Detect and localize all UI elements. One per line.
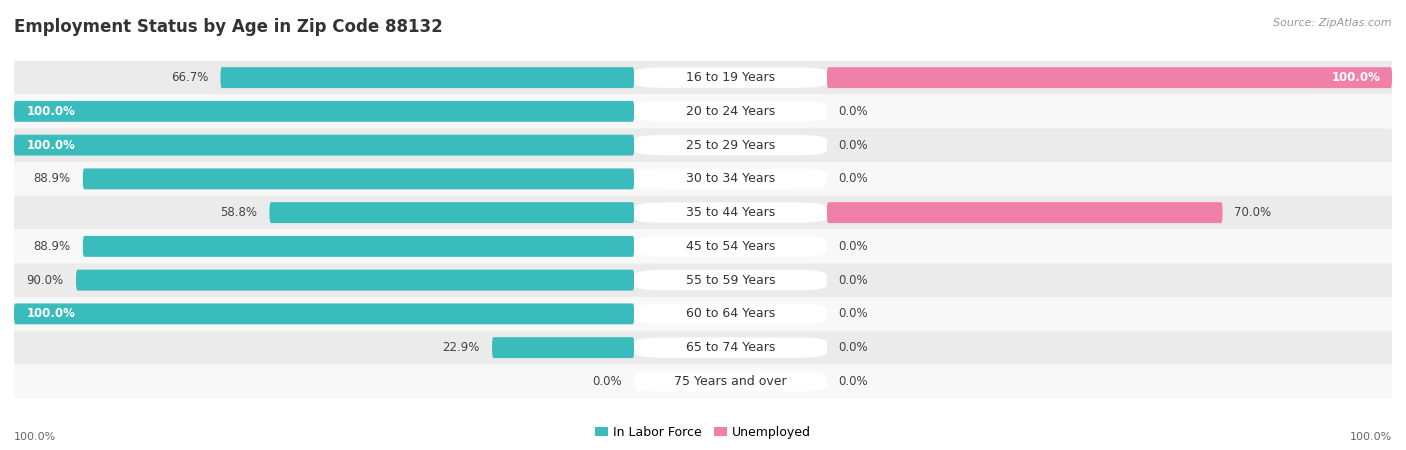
FancyBboxPatch shape (14, 61, 634, 94)
Text: 0.0%: 0.0% (838, 139, 868, 152)
FancyBboxPatch shape (634, 202, 827, 223)
Text: 100.0%: 100.0% (14, 432, 56, 442)
FancyBboxPatch shape (634, 331, 827, 364)
Text: 0.0%: 0.0% (838, 240, 868, 253)
Text: 45 to 54 Years: 45 to 54 Years (686, 240, 775, 253)
FancyBboxPatch shape (634, 135, 827, 155)
Text: 22.9%: 22.9% (443, 341, 479, 354)
FancyBboxPatch shape (14, 135, 634, 156)
Text: 55 to 59 Years: 55 to 59 Years (686, 274, 775, 287)
FancyBboxPatch shape (827, 364, 1392, 398)
FancyBboxPatch shape (14, 162, 634, 196)
Text: 30 to 34 Years: 30 to 34 Years (686, 172, 775, 185)
FancyBboxPatch shape (634, 297, 827, 331)
Text: 0.0%: 0.0% (838, 172, 868, 185)
Text: 20 to 24 Years: 20 to 24 Years (686, 105, 775, 118)
FancyBboxPatch shape (634, 263, 827, 297)
Text: 88.9%: 88.9% (34, 172, 70, 185)
Text: 60 to 64 Years: 60 to 64 Years (686, 307, 775, 320)
FancyBboxPatch shape (827, 297, 1392, 331)
FancyBboxPatch shape (634, 68, 827, 88)
FancyBboxPatch shape (14, 263, 634, 297)
Text: 100.0%: 100.0% (27, 307, 76, 320)
FancyBboxPatch shape (14, 297, 634, 331)
FancyBboxPatch shape (634, 169, 827, 189)
Text: 0.0%: 0.0% (838, 274, 868, 287)
FancyBboxPatch shape (14, 364, 634, 398)
Text: 100.0%: 100.0% (27, 139, 76, 152)
FancyBboxPatch shape (634, 94, 827, 128)
Legend: In Labor Force, Unemployed: In Labor Force, Unemployed (591, 421, 815, 444)
Text: 58.8%: 58.8% (221, 206, 257, 219)
Text: 35 to 44 Years: 35 to 44 Years (686, 206, 775, 219)
FancyBboxPatch shape (827, 67, 1392, 88)
FancyBboxPatch shape (634, 101, 827, 122)
FancyBboxPatch shape (83, 168, 634, 189)
FancyBboxPatch shape (14, 101, 634, 122)
FancyBboxPatch shape (827, 331, 1392, 364)
FancyBboxPatch shape (827, 128, 1392, 162)
FancyBboxPatch shape (634, 162, 827, 196)
Text: 0.0%: 0.0% (838, 341, 868, 354)
FancyBboxPatch shape (14, 303, 634, 324)
Text: Employment Status by Age in Zip Code 88132: Employment Status by Age in Zip Code 881… (14, 18, 443, 36)
FancyBboxPatch shape (634, 338, 827, 358)
Text: 0.0%: 0.0% (838, 307, 868, 320)
FancyBboxPatch shape (827, 196, 1392, 230)
FancyBboxPatch shape (14, 331, 634, 364)
Text: 70.0%: 70.0% (1233, 206, 1271, 219)
Text: 0.0%: 0.0% (838, 105, 868, 118)
Text: 100.0%: 100.0% (27, 105, 76, 118)
FancyBboxPatch shape (827, 162, 1392, 196)
FancyBboxPatch shape (270, 202, 634, 223)
FancyBboxPatch shape (634, 371, 827, 392)
FancyBboxPatch shape (827, 230, 1392, 263)
FancyBboxPatch shape (827, 263, 1392, 297)
FancyBboxPatch shape (634, 230, 827, 263)
FancyBboxPatch shape (827, 61, 1392, 94)
FancyBboxPatch shape (221, 67, 634, 88)
FancyBboxPatch shape (14, 230, 634, 263)
FancyBboxPatch shape (634, 236, 827, 256)
FancyBboxPatch shape (634, 128, 827, 162)
FancyBboxPatch shape (827, 202, 1223, 223)
Text: 100.0%: 100.0% (1331, 71, 1381, 84)
FancyBboxPatch shape (14, 128, 634, 162)
FancyBboxPatch shape (14, 196, 634, 230)
FancyBboxPatch shape (76, 270, 634, 291)
Text: 16 to 19 Years: 16 to 19 Years (686, 71, 775, 84)
Text: 75 Years and over: 75 Years and over (675, 375, 787, 388)
FancyBboxPatch shape (83, 236, 634, 257)
Text: 66.7%: 66.7% (170, 71, 208, 84)
Text: 0.0%: 0.0% (838, 375, 868, 388)
FancyBboxPatch shape (634, 61, 827, 94)
FancyBboxPatch shape (634, 364, 827, 398)
Text: 25 to 29 Years: 25 to 29 Years (686, 139, 775, 152)
FancyBboxPatch shape (14, 94, 634, 128)
FancyBboxPatch shape (492, 337, 634, 358)
Text: Source: ZipAtlas.com: Source: ZipAtlas.com (1274, 18, 1392, 28)
FancyBboxPatch shape (634, 270, 827, 290)
FancyBboxPatch shape (634, 196, 827, 230)
Text: 65 to 74 Years: 65 to 74 Years (686, 341, 775, 354)
Text: 0.0%: 0.0% (592, 375, 621, 388)
Text: 88.9%: 88.9% (34, 240, 70, 253)
Text: 100.0%: 100.0% (1350, 432, 1392, 442)
FancyBboxPatch shape (827, 94, 1392, 128)
FancyBboxPatch shape (634, 304, 827, 324)
Text: 90.0%: 90.0% (27, 274, 63, 287)
